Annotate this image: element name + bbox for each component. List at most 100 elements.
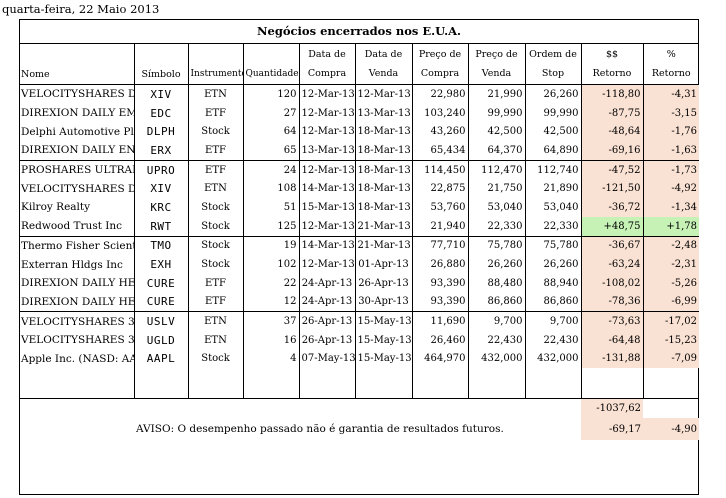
header-retorno-pct: % Retorno	[642, 43, 700, 85]
name-cell: DIREXION DAILY HEA	[21, 277, 134, 290]
quantity-cell: 120	[242, 84, 299, 104]
average-row: AVISO: O desempenho passado não é garant…	[19, 418, 700, 440]
buy-date-cell: 26-Apr-13	[298, 311, 355, 331]
stop-cell: 75,780	[524, 236, 581, 256]
table-row: DIREXION DAILY HEA CURE ETF 22 24-Apr-13 26-A…	[19, 273, 700, 293]
return-usd-cell: -131,88	[580, 349, 643, 369]
symbol-cell: XIV	[133, 84, 188, 104]
buy-price-cell: 22,875	[411, 179, 468, 199]
symbol-cell: ERX	[133, 141, 188, 161]
quantity-cell: 102	[242, 255, 299, 274]
sell-price-cell: 53,040	[467, 198, 525, 217]
quantity-cell: 64	[242, 122, 299, 142]
stop-cell: 432,000	[524, 349, 581, 369]
return-usd-cell: -47,52	[580, 160, 643, 180]
header-simbolo: Símbolo	[133, 43, 188, 85]
quantity-cell: 37	[242, 311, 299, 331]
return-usd-cell: -108,02	[580, 273, 643, 293]
buy-price-cell: 464,970	[411, 349, 468, 369]
stop-cell: 64,890	[524, 141, 581, 161]
stop-cell: 42,500	[524, 122, 581, 142]
symbol-cell: EXH	[133, 255, 188, 274]
return-pct-cell: -3,15	[642, 103, 700, 123]
sell-price-cell: 86,860	[467, 292, 525, 313]
buy-price-cell: 26,880	[411, 255, 468, 274]
instrument-cell: ETF	[187, 273, 243, 293]
instrument-cell: ETF	[187, 292, 243, 313]
name-cell: DIREXION DAILY EM	[21, 107, 134, 120]
header-data-compra: Data de Compra	[298, 43, 355, 85]
table-row: Kilroy Realty KRC Stock 51 15-Mar-13 18-Mar-1…	[19, 198, 700, 217]
stop-cell: 22,330	[524, 216, 581, 237]
header-preco-compra: Preço de Compra	[411, 43, 468, 85]
return-pct-cell: -17,02	[642, 311, 700, 331]
sell-date-cell: 15-May-13	[354, 349, 412, 369]
table-row: PROSHARES ULTRAP UPRO ETF 24 12-Mar-13 18-Mar…	[19, 160, 700, 180]
instrument-cell: ETN	[187, 311, 243, 331]
total-return-usd: -1037,62	[581, 398, 643, 418]
return-usd-cell: -64,48	[580, 330, 643, 350]
quantity-cell: 27	[242, 103, 299, 123]
instrument-cell: Stock	[187, 349, 243, 369]
return-pct-cell: -1,63	[642, 141, 700, 161]
symbol-cell: CURE	[133, 292, 188, 313]
name-cell: VELOCITYSHARES 3X	[21, 334, 134, 347]
symbol-cell: CURE	[133, 273, 188, 293]
total-row: -1037,62	[19, 398, 699, 418]
sell-date-cell: 18-Mar-13	[354, 122, 412, 142]
quantity-cell: 125	[242, 216, 299, 237]
header-data-venda: Data de Venda	[354, 43, 412, 85]
table-row: VELOCITYSHARES 3X USLV ETN 37 26-Apr-13 15-Ma…	[19, 311, 700, 331]
average-return-pct: -4,90	[643, 418, 700, 440]
symbol-cell: RWT	[133, 216, 188, 237]
sell-date-cell: 18-Mar-13	[354, 198, 412, 217]
name-cell: Exterran Hldgs Inc	[21, 258, 123, 271]
buy-date-cell: 12-Mar-13	[298, 103, 355, 123]
instrument-cell: ETN	[187, 330, 243, 350]
sell-date-cell: 26-Apr-13	[354, 273, 412, 293]
quantity-cell: 65	[242, 141, 299, 161]
stop-cell: 26,260	[524, 255, 581, 274]
sell-date-cell: 18-Mar-13	[354, 141, 412, 161]
sell-price-cell: 75,780	[467, 236, 525, 256]
name-cell: Redwood Trust Inc	[19, 216, 134, 237]
average-return-usd: -69,17	[581, 418, 643, 440]
name-cell: VELOCITYSHARES 3X	[21, 315, 134, 328]
return-pct-cell: -6,99	[642, 292, 700, 313]
buy-date-cell: 24-Apr-13	[298, 273, 355, 293]
sell-price-cell: 88,480	[467, 273, 525, 293]
return-usd-cell: -69,16	[580, 141, 643, 161]
sell-date-cell: 18-Mar-13	[354, 160, 412, 180]
sell-date-cell: 18-Mar-13	[354, 179, 412, 199]
stop-cell: 112,740	[524, 160, 581, 180]
instrument-cell: ETF	[187, 103, 243, 123]
return-usd-cell: -73,63	[580, 311, 643, 331]
symbol-cell: DLPH	[133, 122, 188, 142]
table-row: Thermo Fisher Scient TMO Stock 19 14-Mar-13 2…	[19, 236, 700, 256]
instrument-cell: Stock	[187, 216, 243, 237]
sell-date-cell: 13-Mar-13	[354, 103, 412, 123]
return-pct-cell: -1,76	[642, 122, 700, 142]
buy-date-cell: 12-Mar-13	[298, 160, 355, 180]
return-usd-cell: +48,75	[580, 216, 643, 237]
table-row: Exterran Hldgs Inc EXH Stock 102 12-Mar-13 01…	[19, 255, 700, 274]
sell-price-cell: 64,370	[467, 141, 525, 161]
table-title: Negócios encerrados nos E.U.A.	[19, 19, 700, 44]
symbol-cell: USLV	[133, 311, 188, 331]
header-retorno-usd: $$ Retorno	[580, 43, 643, 85]
buy-price-cell: 93,390	[411, 292, 468, 313]
quantity-cell: 51	[242, 198, 299, 217]
return-pct-cell: -5,26	[642, 273, 700, 293]
buy-date-cell: 07-May-13	[298, 349, 355, 369]
sell-price-cell: 21,750	[467, 179, 525, 199]
table-row: Redwood Trust Inc RWT Stock 125 12-Mar-13 21-…	[19, 216, 700, 237]
buy-date-cell: 12-Mar-13	[298, 255, 355, 274]
buy-price-cell: 21,940	[411, 216, 468, 237]
header-nome: Nome	[19, 43, 134, 85]
sell-price-cell: 22,430	[467, 330, 525, 350]
symbol-cell: AAPL	[133, 349, 188, 369]
return-pct-cell: -15,23	[642, 330, 700, 350]
table-row: Delphi Automotive Pl DLPH Stock 64 12-Mar-13…	[19, 122, 700, 142]
buy-date-cell: 12-Mar-13	[298, 84, 355, 104]
buy-date-cell: 12-Mar-13	[298, 216, 355, 237]
